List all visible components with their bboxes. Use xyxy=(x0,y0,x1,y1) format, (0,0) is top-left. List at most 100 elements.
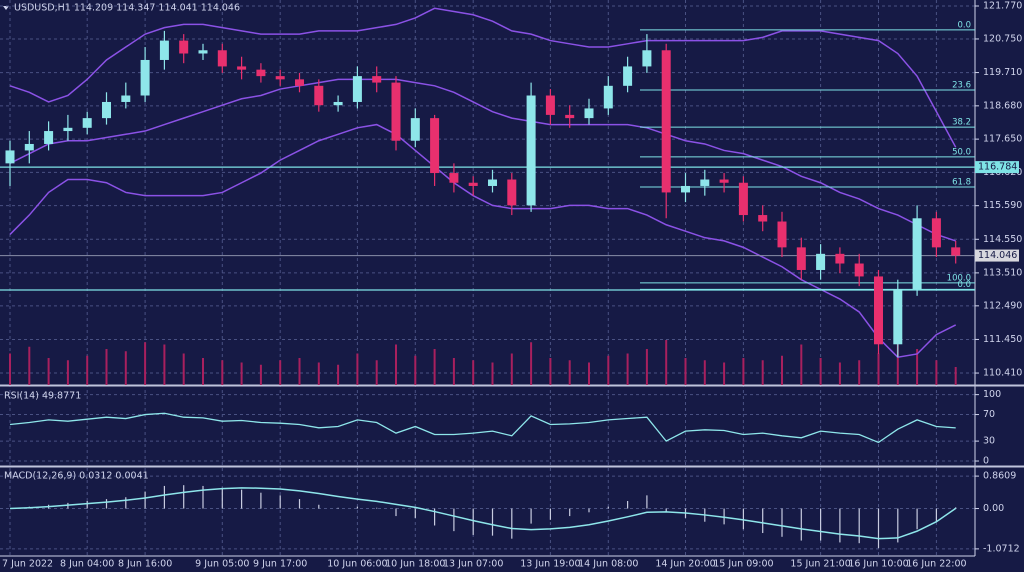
candle-body xyxy=(430,118,440,174)
price-box xyxy=(975,161,1019,174)
macd-bar xyxy=(376,507,378,509)
macd-bar xyxy=(318,504,320,509)
volume-bar xyxy=(472,360,475,385)
y-tick-label: 100 xyxy=(983,389,1001,400)
volume-bar xyxy=(703,360,706,385)
macd-bar xyxy=(781,508,783,537)
volume-bar xyxy=(259,364,262,385)
y-tick-label: 114.550 xyxy=(983,234,1022,245)
volume-bar xyxy=(838,362,841,385)
candle-body xyxy=(835,253,845,264)
macd-bar xyxy=(125,497,127,509)
volume-bar xyxy=(66,360,69,385)
volume-bar xyxy=(221,360,224,385)
price-label: 116.784 xyxy=(978,162,1017,173)
x-tick-label: 7 Jun 2022 xyxy=(2,559,53,570)
menu-arrow[interactable] xyxy=(3,6,9,10)
macd-bar xyxy=(395,508,397,517)
y-tick-label: 115.590 xyxy=(983,200,1022,211)
price-box xyxy=(975,249,1019,262)
volume-bar xyxy=(877,353,880,385)
macd-bar xyxy=(337,507,339,509)
candle-body xyxy=(256,69,266,77)
candle-body xyxy=(796,247,806,270)
volume-bar xyxy=(819,358,822,385)
candle-body xyxy=(333,101,343,106)
volume-bar xyxy=(182,353,185,385)
y-tick-label: 117.650 xyxy=(983,134,1022,145)
macd-bar xyxy=(627,501,629,509)
macd-bar xyxy=(472,508,474,535)
volume-bar xyxy=(86,355,89,385)
volume-bar xyxy=(858,360,861,385)
y-tick-label: 111.450 xyxy=(983,334,1022,345)
macd-bar xyxy=(897,508,899,543)
macd-bar xyxy=(607,506,609,509)
volume-bar xyxy=(105,349,108,385)
macd-bar xyxy=(588,508,590,513)
volume-bar xyxy=(626,353,629,385)
x-tick-label: 13 Jun 19:00 xyxy=(520,559,580,570)
fib-label: 23.6 xyxy=(952,81,971,91)
fib-label: 0.0 xyxy=(957,20,971,30)
fib-label: 100.0 xyxy=(947,273,971,283)
volume-bar xyxy=(530,342,533,385)
candle-body xyxy=(951,247,961,256)
candle-body xyxy=(391,82,401,141)
volume-bar xyxy=(28,346,31,385)
y-tick-label: 0 xyxy=(983,456,989,467)
x-tick-label: 10 Jun 18:00 xyxy=(385,559,445,570)
candle-body xyxy=(816,253,826,270)
macd-bar xyxy=(820,508,822,541)
x-tick-label: 15 Jun 21:00 xyxy=(790,559,850,570)
candle-body xyxy=(159,40,169,60)
candle-body xyxy=(777,221,787,248)
macd-bar xyxy=(144,491,146,509)
volume-bar xyxy=(568,360,571,385)
candle-body xyxy=(102,101,111,119)
volume-bar xyxy=(317,362,320,385)
candle-body xyxy=(217,50,227,67)
volume-bar xyxy=(896,342,899,385)
candle-body xyxy=(545,95,555,115)
rsi-line xyxy=(9,412,956,444)
candle-body xyxy=(449,173,459,183)
volume-bar xyxy=(9,353,11,385)
volume-bar xyxy=(240,362,243,385)
y-tick-label: 113.510 xyxy=(983,267,1022,278)
volume-bar xyxy=(607,355,610,385)
y-tick-label: -1.0712 xyxy=(983,543,1020,554)
price-label: 114.046 xyxy=(978,250,1017,261)
macd-bar xyxy=(665,508,667,513)
macd-bar xyxy=(163,485,165,509)
macd-bar xyxy=(530,508,532,524)
macd-bar xyxy=(511,508,513,539)
fib-label: 38.2 xyxy=(952,118,971,128)
candle-body xyxy=(681,185,690,193)
panel-title: MACD(12,26,9) 0.0312 0.0041 xyxy=(4,471,149,482)
band-line xyxy=(9,123,957,359)
macd-bar xyxy=(935,508,937,522)
candle-body xyxy=(507,179,517,206)
macd-bar xyxy=(260,492,262,509)
volume-bar xyxy=(337,364,340,385)
x-tick-label: 10 Jun 06:00 xyxy=(327,559,387,570)
macd-bar xyxy=(105,499,108,509)
volume-bar xyxy=(395,344,397,385)
candle-body xyxy=(719,179,729,183)
volume-bar xyxy=(356,353,359,385)
macd-bar xyxy=(491,508,494,536)
x-tick-label: 13 Jun 07:00 xyxy=(443,559,503,570)
panel-title: USDUSD,H1 114.209 114.347 114.041 114.04… xyxy=(14,3,240,14)
volume-bar xyxy=(491,362,494,385)
candle-body xyxy=(237,66,247,70)
x-tick-label: 8 Jun 16:00 xyxy=(118,559,172,570)
candle-body xyxy=(198,50,208,54)
x-tick-label: 15 Jun 09:00 xyxy=(713,559,773,570)
x-tick-label: 16 Jun 22:00 xyxy=(906,559,966,570)
band-line xyxy=(9,78,956,242)
macd-bar xyxy=(241,489,243,509)
volume-bar xyxy=(144,342,147,385)
volume-bar xyxy=(954,367,957,385)
